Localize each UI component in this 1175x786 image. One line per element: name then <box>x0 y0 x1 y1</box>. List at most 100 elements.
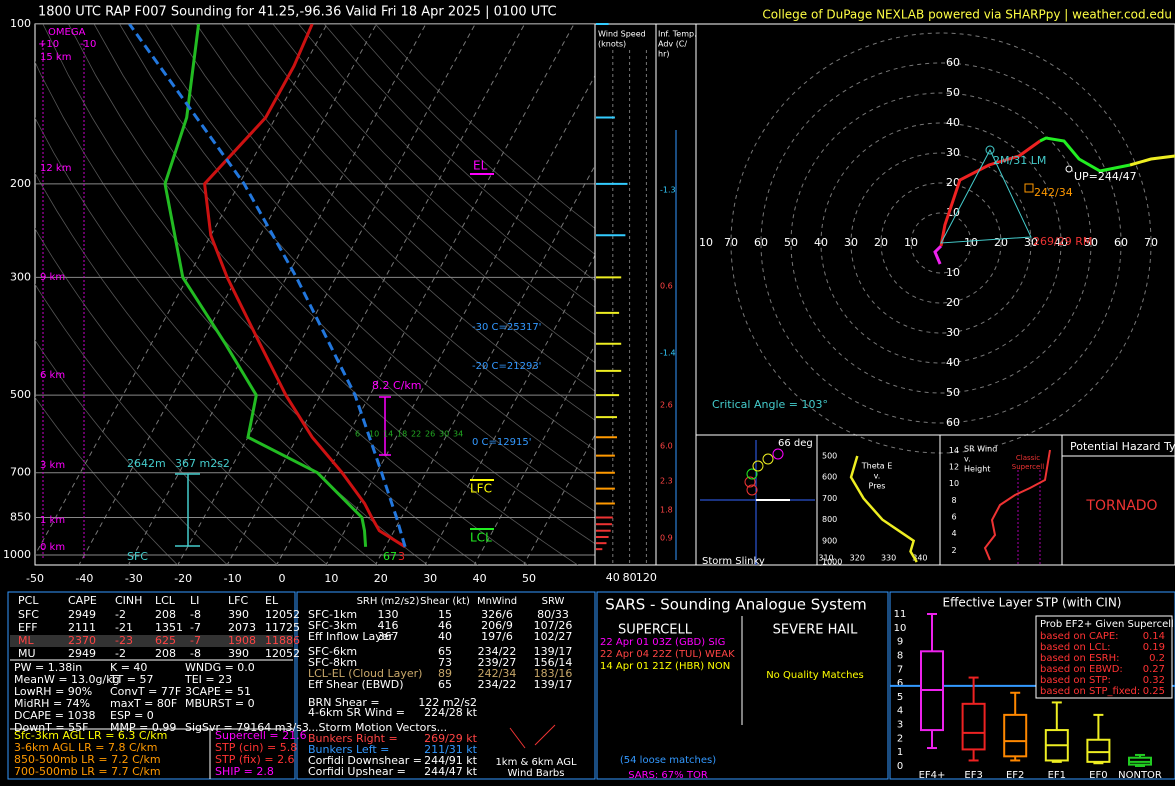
label: Adv (C/ <box>658 40 687 49</box>
label: 67 <box>383 550 397 563</box>
y-tick-label: 11 <box>894 609 907 620</box>
up-marker <box>1065 165 1073 173</box>
label: maxT = 80F <box>110 697 177 710</box>
label: Pres <box>869 482 886 491</box>
barb-1km <box>509 724 556 749</box>
label: 0.14 <box>1143 631 1165 642</box>
theta-y-tick: 900 <box>822 536 837 545</box>
y-tick-label: 1 <box>897 747 903 758</box>
label: 625 <box>155 634 176 647</box>
label: Eff Inflow Layer <box>308 630 394 643</box>
dry-adiabat <box>35 396 179 565</box>
dry-adiabat <box>35 117 429 565</box>
label: SR Wind <box>964 445 997 454</box>
label: hr) <box>658 50 669 59</box>
label: 73 <box>438 656 452 669</box>
hodo-tick: 50 <box>1084 236 1098 249</box>
label: 65 <box>438 678 452 691</box>
srwind-tick: 8 <box>951 496 956 505</box>
dry-adiabat <box>298 24 595 308</box>
hodo-tick: 10 <box>699 236 713 249</box>
label: 1351 <box>155 621 183 634</box>
label: 139/17 <box>534 678 573 691</box>
label: 1km & 6km AGL <box>495 757 577 768</box>
y-tick-label: 200 <box>10 177 31 190</box>
x-tick-label: EF4+ <box>919 770 946 781</box>
label: -1.4 <box>660 349 676 358</box>
slinky-ring <box>746 468 758 480</box>
label: TT = 57 <box>109 673 153 686</box>
label: 208 <box>155 647 176 660</box>
x-tick-label: -30 <box>125 572 143 585</box>
y-tick-label: 9 <box>897 637 903 648</box>
parcel-line <box>128 24 407 548</box>
label: Potential Hazard Type <box>1070 440 1175 453</box>
label: 206/9 <box>481 619 513 632</box>
label: 4-6km SR Wind = <box>308 706 405 719</box>
label: Bunkers Left = <box>308 743 389 756</box>
label: 211/31 kt <box>424 743 478 756</box>
label: 326/6 <box>481 608 513 621</box>
label: SFC-3km <box>308 619 357 632</box>
label: CINH <box>115 594 142 607</box>
hodo-tick: 50 <box>946 86 960 99</box>
label: MnWind <box>477 596 517 607</box>
label: -23 <box>115 634 133 647</box>
label: -20 C=21293' <box>472 361 541 372</box>
label: Sfc-3km AGL LR = 6.3 C/km <box>14 729 167 742</box>
label: 367 <box>378 630 399 643</box>
label: UP=244/47 <box>1074 170 1137 183</box>
label: SFC <box>18 608 39 621</box>
inflow-bracket <box>175 473 200 547</box>
label: based on STP: <box>1040 675 1111 686</box>
prob-box <box>1035 615 1173 699</box>
label: Prob EF2+ Given Supercell <box>1040 619 1174 630</box>
label: SUPERCELL <box>618 623 693 638</box>
label: 242/34 <box>478 667 517 680</box>
hodo-line <box>1039 136 1131 173</box>
label: Shear (kt) <box>420 596 470 607</box>
label: 700-500mb LR = 7.7 C/km <box>14 765 161 778</box>
label: EL <box>265 594 279 607</box>
dry-adiabat <box>375 24 595 229</box>
hodo-tick: 30 <box>1024 236 1038 249</box>
label: ConvT = 77F <box>110 685 181 698</box>
panel-border <box>1061 434 1175 566</box>
label: SFC-1km <box>308 608 357 621</box>
srwind-line <box>983 449 1051 561</box>
label: LCL-EL (Cloud Layer) <box>308 667 422 680</box>
label: 34 <box>453 430 463 439</box>
label: 2.3 <box>660 477 673 486</box>
label: BRN Shear = <box>308 696 380 709</box>
label: 15 <box>438 608 452 621</box>
label: LCL <box>155 594 176 607</box>
label: Critical Angle = 103° <box>712 398 828 411</box>
y-tick-label: 10 <box>894 623 907 634</box>
label: 2949 <box>68 647 96 660</box>
dewpoint-line <box>163 24 368 547</box>
isotherm <box>177 24 476 565</box>
label: OMEGA <box>48 27 86 38</box>
label: 242/34 <box>1034 186 1073 199</box>
label: SRH (m2/s2) <box>357 596 420 607</box>
label: 2.6 <box>660 401 673 410</box>
label: -1.3 <box>660 186 676 195</box>
label: 26 <box>425 430 435 439</box>
y-tick-label: 4 <box>897 706 903 717</box>
x-tick-label: EF0 <box>1089 770 1107 781</box>
label: SigSvr = 79164 m3/s3 <box>185 721 309 734</box>
label: LFC <box>470 482 492 496</box>
hodo-tick: 30 <box>946 146 960 159</box>
slinky-ring <box>752 460 764 472</box>
label: 1.8 <box>660 506 673 515</box>
label: 139/17 <box>534 645 573 658</box>
label: 2M/31 LM <box>993 154 1046 167</box>
label: 6 km <box>40 370 65 381</box>
theta-x-tick: 320 <box>850 554 865 563</box>
hodo-ring <box>790 92 1092 394</box>
dry-adiabat <box>35 227 329 565</box>
slinky-ring <box>744 476 756 488</box>
label: 244/47 kt <box>424 765 478 778</box>
label: v. <box>964 455 971 464</box>
